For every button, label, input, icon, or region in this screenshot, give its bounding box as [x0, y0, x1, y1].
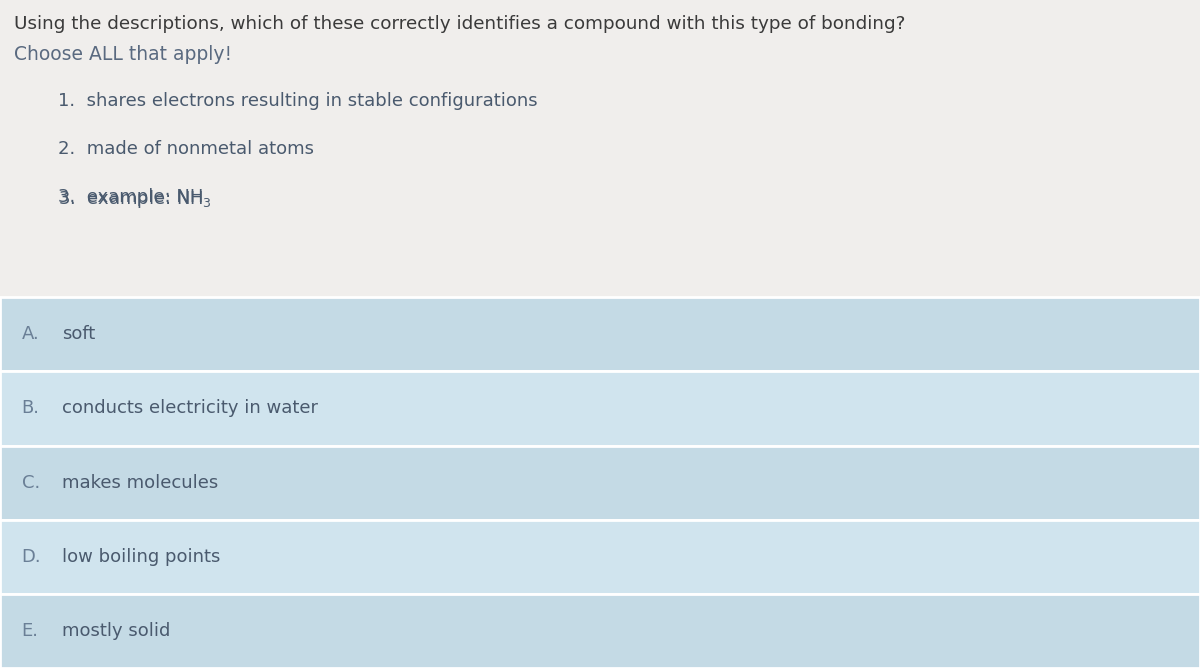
Text: soft: soft — [62, 325, 96, 343]
Text: D.: D. — [22, 548, 41, 566]
Text: makes molecules: makes molecules — [62, 474, 218, 492]
Text: conducts electricity in water: conducts electricity in water — [62, 399, 318, 418]
FancyBboxPatch shape — [0, 0, 1200, 297]
Text: mostly solid: mostly solid — [62, 622, 170, 640]
Text: 3.  example: NH: 3. example: NH — [58, 188, 203, 206]
FancyBboxPatch shape — [0, 297, 1200, 371]
Text: Using the descriptions, which of these correctly identifies a compound with this: Using the descriptions, which of these c… — [14, 15, 906, 33]
Text: C.: C. — [22, 474, 40, 492]
Text: A.: A. — [22, 325, 40, 343]
FancyBboxPatch shape — [0, 594, 1200, 668]
FancyBboxPatch shape — [0, 520, 1200, 594]
FancyBboxPatch shape — [0, 446, 1200, 520]
Text: 3.  example: NH$_3$: 3. example: NH$_3$ — [58, 188, 211, 210]
Text: 1.  shares electrons resulting in stable configurations: 1. shares electrons resulting in stable … — [58, 92, 538, 110]
Text: Choose ALL that apply!: Choose ALL that apply! — [14, 45, 233, 64]
Text: B.: B. — [22, 399, 40, 418]
Text: E.: E. — [22, 622, 38, 640]
Text: 2.  made of nonmetal atoms: 2. made of nonmetal atoms — [58, 140, 313, 158]
FancyBboxPatch shape — [0, 371, 1200, 446]
Text: low boiling points: low boiling points — [62, 548, 221, 566]
